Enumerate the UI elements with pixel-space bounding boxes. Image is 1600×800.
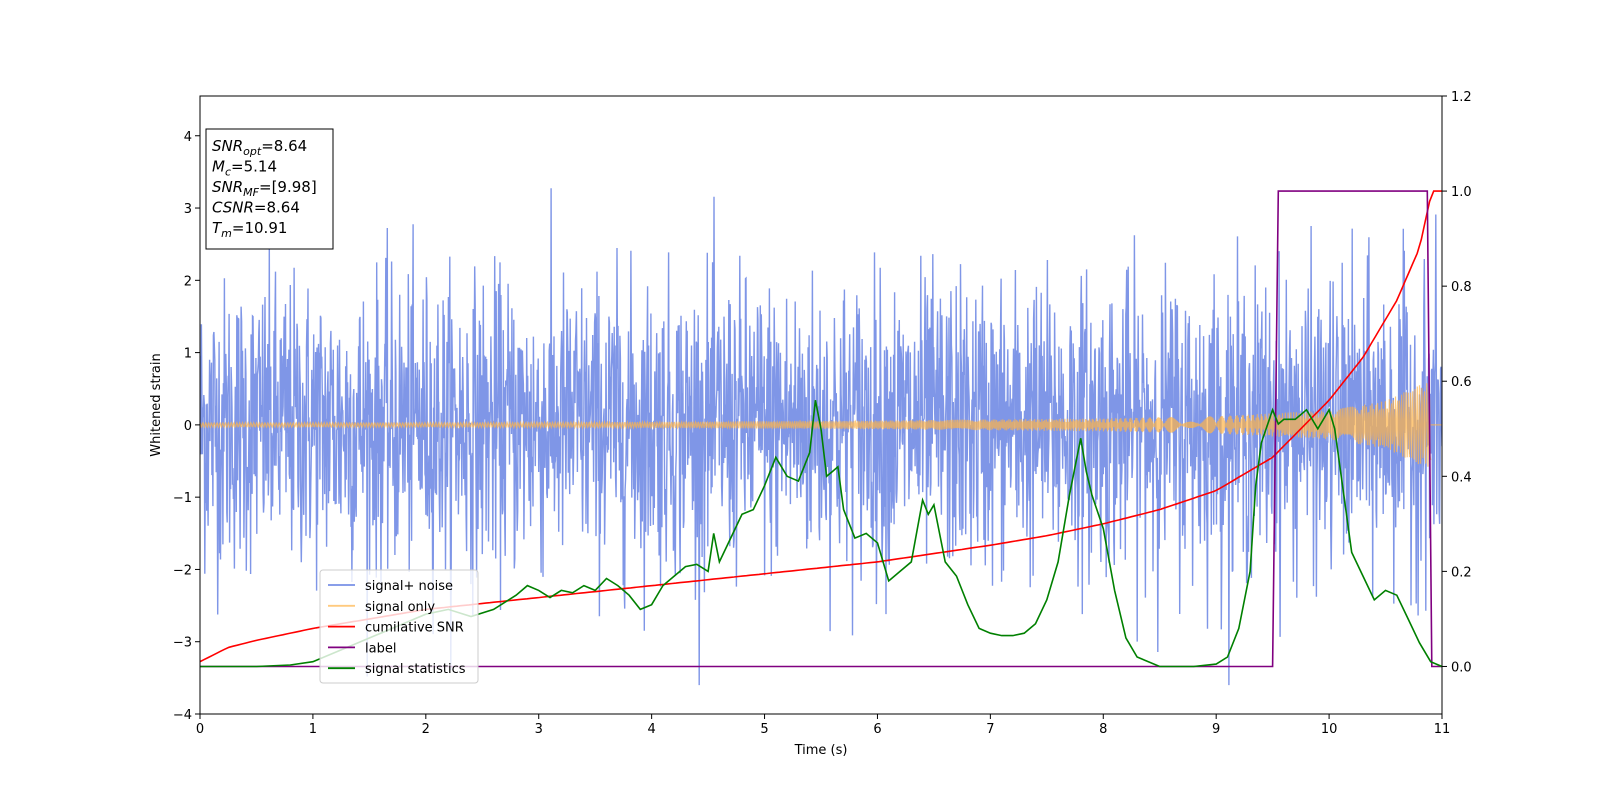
x-tick-label: 2 — [422, 722, 430, 737]
annotation-line: SNRopt=8.64 — [212, 137, 307, 158]
series-signal-noise — [200, 188, 1442, 686]
y2-tick-label: 1.2 — [1451, 90, 1472, 105]
x-tick-label: 3 — [535, 722, 543, 737]
y2-tick-label: 0.4 — [1451, 470, 1472, 485]
x-tick-label: 6 — [873, 722, 881, 737]
legend-label: cumilative SNR — [365, 621, 464, 636]
legend-label: signal+ noise — [365, 579, 453, 594]
legend-label: signal only — [365, 600, 435, 615]
legend-label: label — [365, 641, 396, 656]
y-tick-label: −4 — [173, 708, 192, 723]
series-label — [200, 190, 1442, 668]
y-tick-label: 3 — [184, 202, 192, 217]
y-tick-label: 0 — [184, 419, 192, 434]
x-tick-label: 10 — [1321, 722, 1338, 737]
annotation-line: Mc=5.14 — [212, 158, 277, 179]
x-tick-label: 8 — [1099, 722, 1107, 737]
x-tick-label: 7 — [986, 722, 994, 737]
y2-tick-label: 0.6 — [1451, 375, 1472, 390]
y-tick-label: 4 — [184, 130, 192, 145]
y2-tick-label: 0.8 — [1451, 280, 1472, 295]
x-tick-label: 4 — [647, 722, 655, 737]
y2-tick-label: 0.2 — [1451, 565, 1472, 580]
series-signal-statistics — [200, 400, 1442, 668]
annotation-line: SNRMF=[9.98] — [212, 178, 317, 199]
legend: signal+ noise signal only cumilative SNR la… — [319, 569, 479, 684]
y-tick-label: 1 — [184, 347, 192, 362]
y-tick-label: −1 — [173, 491, 192, 506]
x-tick-label: 5 — [760, 722, 768, 737]
x-axis-label: Time (s) — [794, 743, 848, 758]
x-tick-label: 9 — [1212, 722, 1220, 737]
y-tick-label: −3 — [173, 636, 192, 651]
y-tick-label: −2 — [173, 563, 192, 578]
y-axis-left: −4 −3 −2 −1 0 1 2 3 4 — [173, 130, 200, 723]
annotation-line: Tm=10.91 — [212, 219, 287, 240]
x-tick-label: 11 — [1434, 722, 1451, 737]
y2-tick-label: 0.0 — [1451, 660, 1472, 675]
y-axis-right: 0.0 0.2 0.4 0.6 0.8 1.0 1.2 — [1442, 90, 1472, 675]
annotation-line: CSNR=8.64 — [212, 199, 300, 217]
y-axis-label: Whitened strain — [149, 353, 164, 456]
series-signal-only — [200, 383, 1432, 467]
y-tick-label: 2 — [184, 274, 192, 289]
legend-label: signal statistics — [365, 662, 466, 677]
plot-frame — [199, 95, 1443, 715]
x-tick-label: 1 — [309, 722, 317, 737]
x-tick-label: 0 — [196, 722, 204, 737]
x-axis: 0 1 2 3 4 5 6 7 8 9 10 11 — [196, 714, 1450, 737]
y2-tick-label: 1.0 — [1451, 185, 1472, 200]
